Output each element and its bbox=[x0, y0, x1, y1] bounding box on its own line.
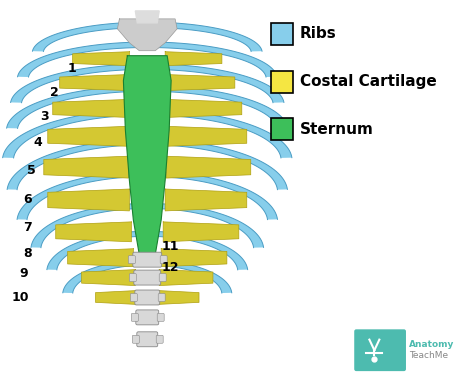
Text: Sternum: Sternum bbox=[300, 122, 374, 137]
FancyBboxPatch shape bbox=[129, 274, 137, 282]
Polygon shape bbox=[63, 260, 232, 293]
FancyBboxPatch shape bbox=[136, 310, 159, 325]
Polygon shape bbox=[166, 156, 251, 178]
Polygon shape bbox=[163, 222, 239, 242]
Polygon shape bbox=[47, 231, 247, 270]
Polygon shape bbox=[33, 22, 262, 52]
Polygon shape bbox=[161, 249, 227, 267]
Polygon shape bbox=[159, 270, 213, 286]
Polygon shape bbox=[96, 291, 137, 305]
Text: 2: 2 bbox=[50, 86, 59, 99]
Polygon shape bbox=[118, 19, 177, 51]
Text: Ribs: Ribs bbox=[300, 26, 336, 41]
FancyBboxPatch shape bbox=[132, 335, 139, 343]
FancyBboxPatch shape bbox=[158, 293, 165, 301]
Text: 8: 8 bbox=[24, 247, 32, 260]
Polygon shape bbox=[167, 74, 235, 90]
FancyBboxPatch shape bbox=[157, 314, 164, 321]
Text: 7: 7 bbox=[24, 221, 32, 234]
FancyBboxPatch shape bbox=[134, 270, 161, 285]
Text: 9: 9 bbox=[19, 267, 28, 280]
FancyBboxPatch shape bbox=[156, 335, 163, 343]
Text: TeachMe: TeachMe bbox=[409, 352, 448, 360]
FancyBboxPatch shape bbox=[130, 293, 137, 301]
FancyBboxPatch shape bbox=[271, 23, 292, 45]
FancyBboxPatch shape bbox=[354, 329, 406, 371]
Text: 4: 4 bbox=[34, 136, 42, 149]
Polygon shape bbox=[56, 222, 131, 242]
FancyBboxPatch shape bbox=[133, 252, 162, 267]
Text: 12: 12 bbox=[161, 261, 179, 274]
Text: 10: 10 bbox=[11, 291, 28, 304]
Polygon shape bbox=[17, 171, 277, 220]
FancyBboxPatch shape bbox=[160, 256, 167, 264]
Polygon shape bbox=[48, 126, 128, 146]
Text: Costal Cartilage: Costal Cartilage bbox=[300, 74, 436, 89]
Text: Anatomy: Anatomy bbox=[409, 340, 455, 349]
Polygon shape bbox=[165, 52, 222, 66]
Polygon shape bbox=[18, 42, 277, 77]
Text: 5: 5 bbox=[27, 164, 36, 177]
Text: 6: 6 bbox=[24, 194, 32, 206]
Text: 3: 3 bbox=[40, 110, 49, 123]
Polygon shape bbox=[123, 56, 171, 255]
Polygon shape bbox=[53, 99, 128, 118]
Polygon shape bbox=[167, 126, 247, 146]
Polygon shape bbox=[82, 270, 135, 286]
Polygon shape bbox=[157, 291, 199, 305]
FancyBboxPatch shape bbox=[128, 256, 135, 264]
Text: 11: 11 bbox=[161, 240, 179, 253]
Polygon shape bbox=[60, 74, 128, 90]
Polygon shape bbox=[167, 99, 242, 118]
FancyBboxPatch shape bbox=[271, 71, 292, 92]
Polygon shape bbox=[7, 86, 288, 128]
Text: 1: 1 bbox=[67, 62, 76, 75]
FancyBboxPatch shape bbox=[131, 314, 138, 321]
Polygon shape bbox=[73, 52, 129, 66]
Polygon shape bbox=[68, 249, 133, 267]
Polygon shape bbox=[10, 64, 284, 103]
Polygon shape bbox=[3, 110, 292, 158]
FancyBboxPatch shape bbox=[159, 274, 166, 282]
Polygon shape bbox=[48, 189, 129, 211]
Polygon shape bbox=[7, 140, 287, 190]
Polygon shape bbox=[44, 156, 128, 178]
Polygon shape bbox=[135, 11, 159, 23]
FancyBboxPatch shape bbox=[135, 290, 160, 305]
Polygon shape bbox=[31, 203, 264, 248]
FancyBboxPatch shape bbox=[271, 118, 292, 140]
Polygon shape bbox=[165, 189, 247, 211]
FancyBboxPatch shape bbox=[137, 332, 158, 347]
